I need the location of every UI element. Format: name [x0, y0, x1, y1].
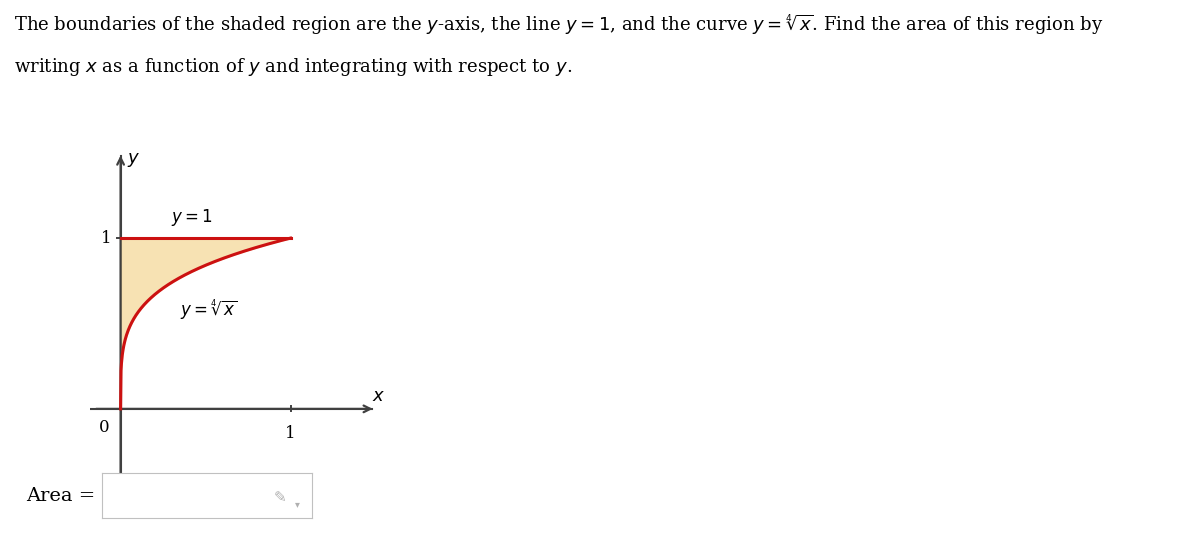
Text: 1: 1 [101, 230, 112, 247]
Text: $y = 1$: $y = 1$ [172, 207, 212, 228]
Text: ✎: ✎ [274, 490, 287, 505]
Text: Area =: Area = [26, 486, 96, 505]
Text: writing $x$ as a function of $y$ and integrating with respect to $y$.: writing $x$ as a function of $y$ and int… [14, 56, 572, 78]
Text: $x$: $x$ [372, 388, 385, 405]
Text: The boundaries of the shaded region are the $y$-axis, the line $y = 1$, and the : The boundaries of the shaded region are … [14, 13, 1104, 37]
Text: $y$: $y$ [127, 151, 140, 169]
Text: 1: 1 [286, 425, 296, 442]
Text: ▾: ▾ [295, 499, 300, 509]
Text: $y = \sqrt[4]{x}$: $y = \sqrt[4]{x}$ [180, 298, 238, 321]
Text: 0: 0 [98, 419, 109, 436]
